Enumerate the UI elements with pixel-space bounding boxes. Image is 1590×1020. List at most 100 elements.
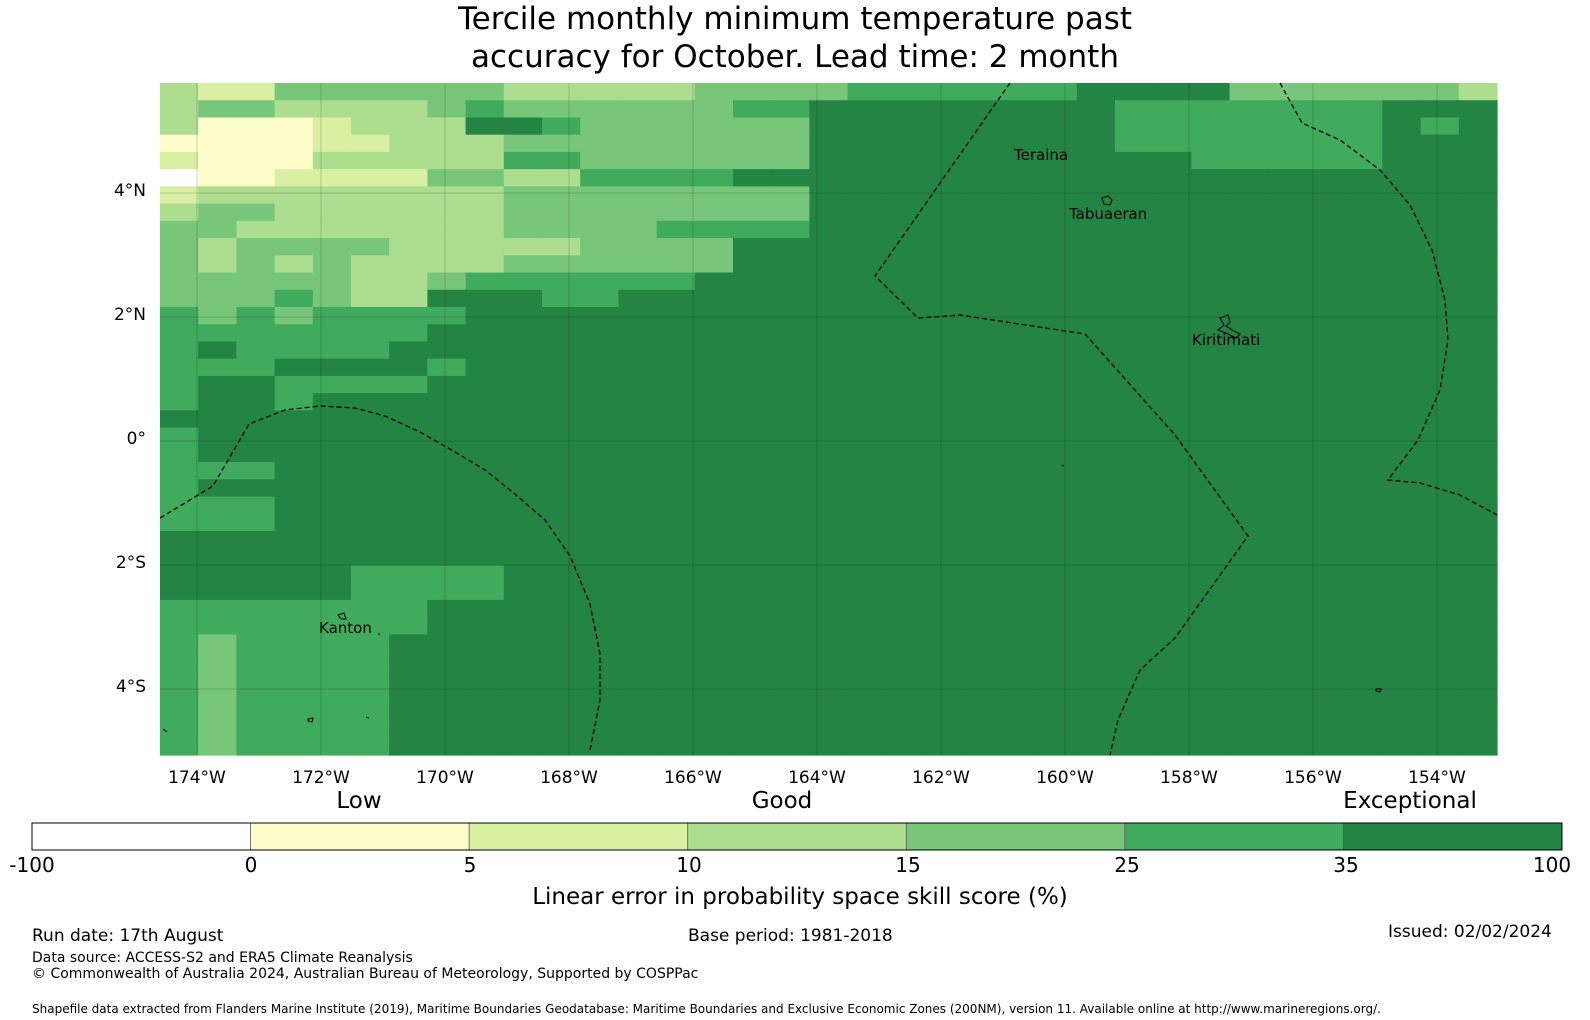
heatmap-cell [656, 565, 696, 584]
heatmap-cell [542, 272, 581, 291]
heatmap-cell [1306, 238, 1345, 256]
base-period: Base period: 1981-2018 [688, 926, 893, 946]
heatmap-cell [542, 375, 581, 394]
heatmap-cell [1191, 272, 1231, 291]
heatmap-cell [1153, 203, 1192, 222]
lon-label-164w: 164°W [788, 768, 846, 788]
heatmap-cell [1000, 513, 1040, 532]
run-date: Run date: 17th August [32, 926, 224, 946]
heatmap-cell [1191, 203, 1231, 222]
heatmap-cell [1115, 151, 1154, 170]
heatmap-cell [580, 272, 619, 291]
heatmap-cell [1344, 651, 1383, 670]
heatmap-cell [771, 582, 810, 601]
heatmap-cell [389, 117, 428, 136]
heatmap-cell [1076, 375, 1116, 394]
heatmap-cell [427, 358, 467, 377]
heatmap-cell [1076, 117, 1116, 136]
heatmap-cell [1229, 617, 1269, 635]
heatmap-cell [427, 686, 467, 704]
heatmap-cell [771, 151, 810, 170]
copyright: © Commonwealth of Australia 2024, Austra… [32, 966, 699, 982]
heatmap-cell [1038, 358, 1078, 377]
heatmap-cell [618, 169, 658, 187]
heatmap-cell [733, 582, 772, 601]
heatmap-cell [1229, 324, 1269, 343]
heatmap-cell [542, 686, 581, 704]
heatmap-cell [1382, 117, 1422, 136]
heatmap-cell [1153, 531, 1192, 549]
heatmap-cell [771, 651, 810, 670]
heatmap-cell [427, 513, 467, 532]
heatmap-cell [771, 324, 810, 343]
heatmap-cell [389, 496, 428, 515]
heatmap-cell [1420, 410, 1460, 429]
heatmap-cell [924, 272, 963, 291]
island-small-4 [1375, 688, 1382, 693]
heatmap-cell [312, 703, 352, 722]
heatmap-cell [1038, 582, 1078, 601]
heatmap-cell [1000, 186, 1040, 205]
heatmap-cell [847, 117, 887, 136]
heatmap-cell [1115, 255, 1154, 274]
heatmap-cell [1115, 582, 1154, 601]
data-source: Data source: ACCESS-S2 and ERA5 Climate … [32, 950, 413, 966]
heatmap-cell [1000, 341, 1040, 360]
heatmap-cell [1306, 617, 1345, 635]
heatmap-cell [1344, 117, 1383, 136]
heatmap-cell [236, 737, 276, 756]
heatmap-cell [924, 100, 963, 119]
heatmap-cell [1153, 289, 1192, 308]
heatmap-cell [885, 410, 925, 429]
heatmap-cell [503, 134, 543, 153]
heatmap-cell [1420, 599, 1460, 618]
heatmap-cell [694, 324, 734, 343]
heatmap-cell [847, 169, 887, 187]
heatmap-cell [1191, 375, 1231, 394]
heatmap-cell [1458, 220, 1498, 239]
heatmap-cell [236, 548, 276, 567]
heatmap-cell [1306, 462, 1345, 480]
heatmap-cell [1306, 444, 1345, 463]
heatmap-cell [885, 444, 925, 463]
heatmap-cell [618, 462, 658, 480]
heatmap-cell [962, 686, 1001, 704]
heatmap-cell [1267, 582, 1307, 601]
heatmap-cell [1344, 169, 1383, 187]
heatmap-cell [1153, 634, 1192, 653]
heatmap-cell [198, 186, 237, 205]
heatmap-cell [656, 100, 696, 119]
heatmap-cell [694, 462, 734, 480]
heatmap-cell [618, 203, 658, 222]
heatmap-cell [656, 83, 696, 101]
heatmap-cell [160, 272, 199, 291]
heatmap-cell [694, 272, 734, 291]
heatmap-cell [1038, 238, 1078, 256]
heatmap-cell [1458, 565, 1498, 584]
heatmap-cell [924, 444, 963, 463]
heatmap-cell [694, 479, 734, 498]
heatmap-cell [771, 513, 810, 532]
heatmap-cell [1306, 513, 1345, 532]
heatmap-cell [771, 479, 810, 498]
heatmap-cell [160, 462, 199, 480]
heatmap-cell [1076, 289, 1116, 308]
heatmap-cell [1382, 220, 1422, 239]
heatmap-cell [1191, 462, 1231, 480]
heatmap-cell [580, 255, 619, 274]
heatmap-cell [1191, 83, 1231, 101]
heatmap-cell [618, 307, 658, 325]
heatmap-cell [1038, 169, 1078, 187]
heatmap-cell [580, 496, 619, 515]
heatmap-cell [580, 737, 619, 756]
heatmap-cell [1420, 462, 1460, 480]
heatmap-cell [1115, 444, 1154, 463]
heatmap-cell [1153, 151, 1192, 170]
heatmap-cell [1191, 134, 1231, 153]
heatmap-cell [1038, 289, 1078, 308]
heatmap-cell [1420, 427, 1460, 446]
heatmap-cell [694, 393, 734, 411]
heatmap-cell [465, 151, 505, 170]
heatmap-cell [542, 565, 581, 584]
heatmap-cell [1344, 203, 1383, 222]
